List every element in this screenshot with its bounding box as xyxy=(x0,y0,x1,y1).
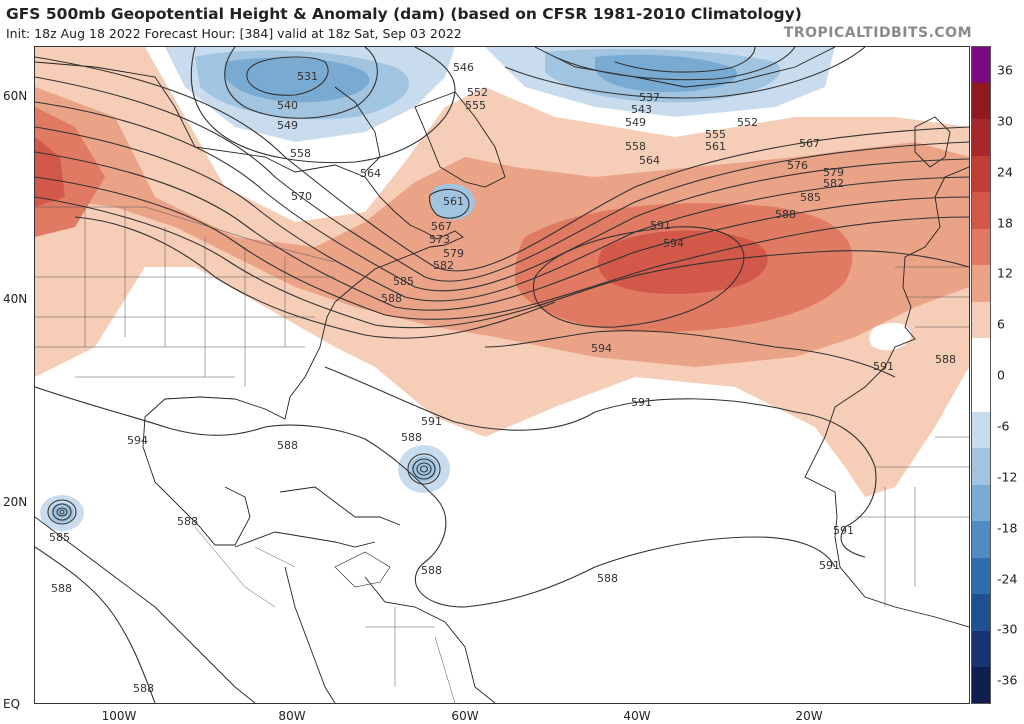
colorbar-label: 0 xyxy=(997,367,1005,383)
contour-label: 558 xyxy=(625,140,646,153)
anomaly-colorbar xyxy=(971,46,991,705)
colorbar-label: -36 xyxy=(997,672,1018,688)
colorbar-segment xyxy=(971,411,991,449)
contour-label: 585 xyxy=(800,191,821,204)
contour-label: 588 xyxy=(597,572,618,585)
contour-label: 564 xyxy=(639,154,660,167)
contour-label: 588 xyxy=(51,582,72,595)
lat-label-60n: 60N xyxy=(3,89,28,103)
contour-label: 591 xyxy=(873,360,894,373)
lon-label-60w: 60W xyxy=(451,709,479,723)
contour-label: 582 xyxy=(823,177,844,190)
contour-label: 561 xyxy=(443,195,464,208)
colorbar-segment xyxy=(971,630,991,668)
contour-label: 594 xyxy=(663,237,684,250)
contour-label: 567 xyxy=(799,137,820,150)
colorbar-segment xyxy=(971,448,991,486)
colorbar-segment xyxy=(971,301,991,339)
colorbar-segment xyxy=(971,594,991,632)
contour-label: 588 xyxy=(177,515,198,528)
colorbar-segment xyxy=(971,155,991,193)
colorbar-segment xyxy=(971,557,991,595)
brand-watermark: TROPICALTIDBITS.COM xyxy=(783,25,972,41)
contour-label: 576 xyxy=(787,159,808,172)
lon-label-100w: 100W xyxy=(101,709,137,723)
colorbar-segment xyxy=(971,192,991,230)
coastlines xyxy=(35,47,969,703)
contour-label: 561 xyxy=(705,140,726,153)
height-contours xyxy=(35,47,969,703)
colorbar-segment xyxy=(971,521,991,559)
colorbar-label: 12 xyxy=(997,265,1013,281)
colorbar-label: -6 xyxy=(997,418,1010,434)
contour-label: 552 xyxy=(467,86,488,99)
lat-label-20n: 20N xyxy=(3,495,28,509)
contour-label: 540 xyxy=(277,99,298,112)
contour-label: 588 xyxy=(381,292,402,305)
colorbar-label: -30 xyxy=(997,621,1018,637)
contour-label: 579 xyxy=(823,166,844,179)
contour-label: 588 xyxy=(133,682,154,695)
contour-label: 582 xyxy=(433,259,454,272)
colorbar-segment xyxy=(971,375,991,413)
colorbar-segment xyxy=(971,119,991,157)
contour-label: 543 xyxy=(631,103,652,116)
map-panel: 531 540 549 558 564 570 546 552 555 537 … xyxy=(34,46,970,704)
contour-label: 546 xyxy=(453,61,474,74)
colorbar-segment xyxy=(971,228,991,266)
contour-label: 591 xyxy=(631,396,652,409)
contour-label: 588 xyxy=(401,431,422,444)
lat-label-40n: 40N xyxy=(3,292,28,306)
colorbar-segment xyxy=(971,667,991,705)
colorbar-label: 6 xyxy=(997,316,1005,332)
colorbar-segment xyxy=(971,46,991,84)
colorbar-segment xyxy=(971,265,991,303)
contour-label: 594 xyxy=(591,342,612,355)
colorbar-label: -12 xyxy=(997,469,1018,485)
contour-label: 588 xyxy=(421,564,442,577)
contour-label: 591 xyxy=(819,559,840,572)
contour-label: 591 xyxy=(650,219,671,232)
contour-label: 555 xyxy=(465,99,486,112)
colorbar-segment xyxy=(971,338,991,376)
run-info: Init: 18z Aug 18 2022 Forecast Hour: [38… xyxy=(6,26,462,41)
contour-label: 549 xyxy=(277,119,298,132)
contour-label: 567 xyxy=(431,220,452,233)
colorbar-outline xyxy=(971,46,991,704)
contour-label: 588 xyxy=(775,208,796,221)
colorbar-label: 24 xyxy=(997,164,1013,180)
colorbar-label: 30 xyxy=(997,113,1013,129)
contour-label: 549 xyxy=(625,116,646,129)
colorbar-label: 36 xyxy=(997,62,1013,78)
lon-label-80w: 80W xyxy=(278,709,306,723)
contour-label: 531 xyxy=(297,70,318,83)
contour-label: 579 xyxy=(443,247,464,260)
contour-labels: 531 540 549 558 564 570 546 552 555 537 … xyxy=(49,61,956,695)
contour-label: 588 xyxy=(935,353,956,366)
lon-label-20w: 20W xyxy=(795,709,823,723)
contour-label: 591 xyxy=(421,415,442,428)
contour-label: 594 xyxy=(127,434,148,447)
colorbar-segment xyxy=(971,484,991,522)
contour-label: 552 xyxy=(737,116,758,129)
contour-label: 585 xyxy=(393,275,414,288)
contour-label: 564 xyxy=(360,167,381,180)
contour-label: 570 xyxy=(291,190,312,203)
contour-label: 588 xyxy=(277,439,298,452)
colorbar-label: -24 xyxy=(997,571,1018,587)
political-borders xyxy=(35,206,969,703)
contour-label: 537 xyxy=(639,91,660,104)
contour-label: 558 xyxy=(290,147,311,160)
contour-label: 555 xyxy=(705,128,726,141)
lon-label-40w: 40W xyxy=(623,709,651,723)
lat-label-eq: EQ xyxy=(3,697,21,711)
contour-label: 585 xyxy=(49,531,70,544)
contour-label: 573 xyxy=(429,233,450,246)
colorbar-segment xyxy=(971,82,991,120)
colorbar-label: -18 xyxy=(997,520,1018,536)
chart-title: GFS 500mb Geopotential Height & Anomaly … xyxy=(6,5,802,23)
colorbar-label: 18 xyxy=(997,215,1013,231)
contour-label: 591 xyxy=(833,524,854,537)
